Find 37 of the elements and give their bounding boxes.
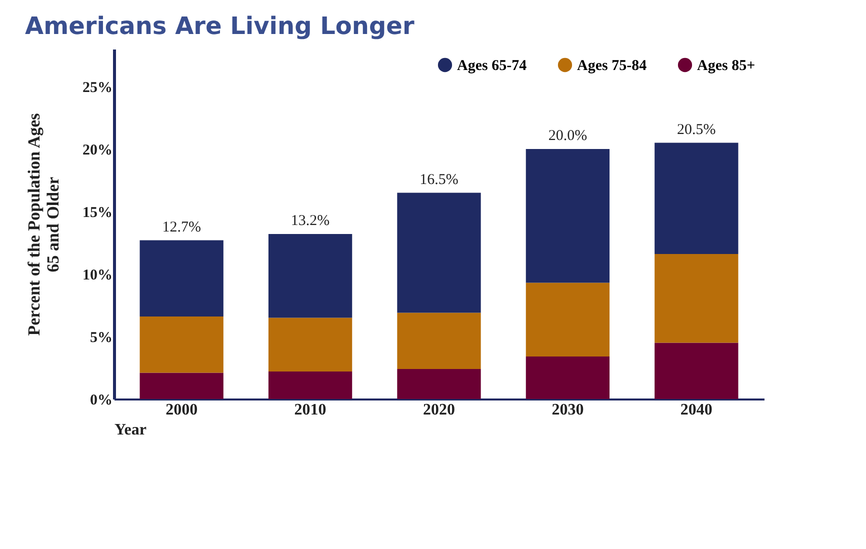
chart-title: Americans Are Living Longer (25, 12, 414, 40)
legend-label: Ages 85+ (697, 58, 756, 74)
x-tick-label: 2020 (423, 402, 455, 418)
bar (654, 142, 738, 254)
y-tick-label: 25% (82, 80, 112, 96)
bar (397, 312, 481, 369)
total-label: 13.2% (290, 213, 330, 229)
y-tick-label: 20% (82, 142, 112, 158)
x-tick-label: 2040 (680, 402, 712, 418)
y-tick-label: 15% (82, 205, 112, 221)
bar (526, 149, 610, 283)
bar (526, 356, 610, 399)
bar (397, 369, 481, 399)
x-axis-title: Year (114, 422, 146, 438)
bar (654, 342, 738, 399)
total-label: 20.5% (677, 122, 716, 138)
x-tick-label: 2000 (166, 402, 198, 418)
total-label: 12.7% (162, 219, 201, 236)
x-tick-label: 2030 (552, 402, 584, 418)
bar (654, 254, 738, 343)
bar (526, 282, 610, 356)
bar (268, 234, 352, 318)
bar (140, 240, 224, 316)
bar (268, 372, 352, 399)
y-axis-title: Percent of the Population Ages 65 and Older (24, 112, 62, 336)
legend-label: Ages 65-74 (457, 58, 528, 74)
bar (397, 192, 481, 313)
legend-label: Ages 75-84 (577, 58, 648, 74)
total-label: 20.0% (548, 128, 588, 144)
y-tick-label: 0% (90, 392, 112, 408)
bar (268, 318, 352, 372)
x-tick-label: 2010 (294, 402, 326, 418)
bar (140, 372, 224, 399)
y-tick-label: 5% (90, 330, 112, 346)
y-tick-label: 10% (82, 268, 112, 284)
bar (140, 316, 224, 373)
total-label: 16.5% (420, 172, 458, 188)
